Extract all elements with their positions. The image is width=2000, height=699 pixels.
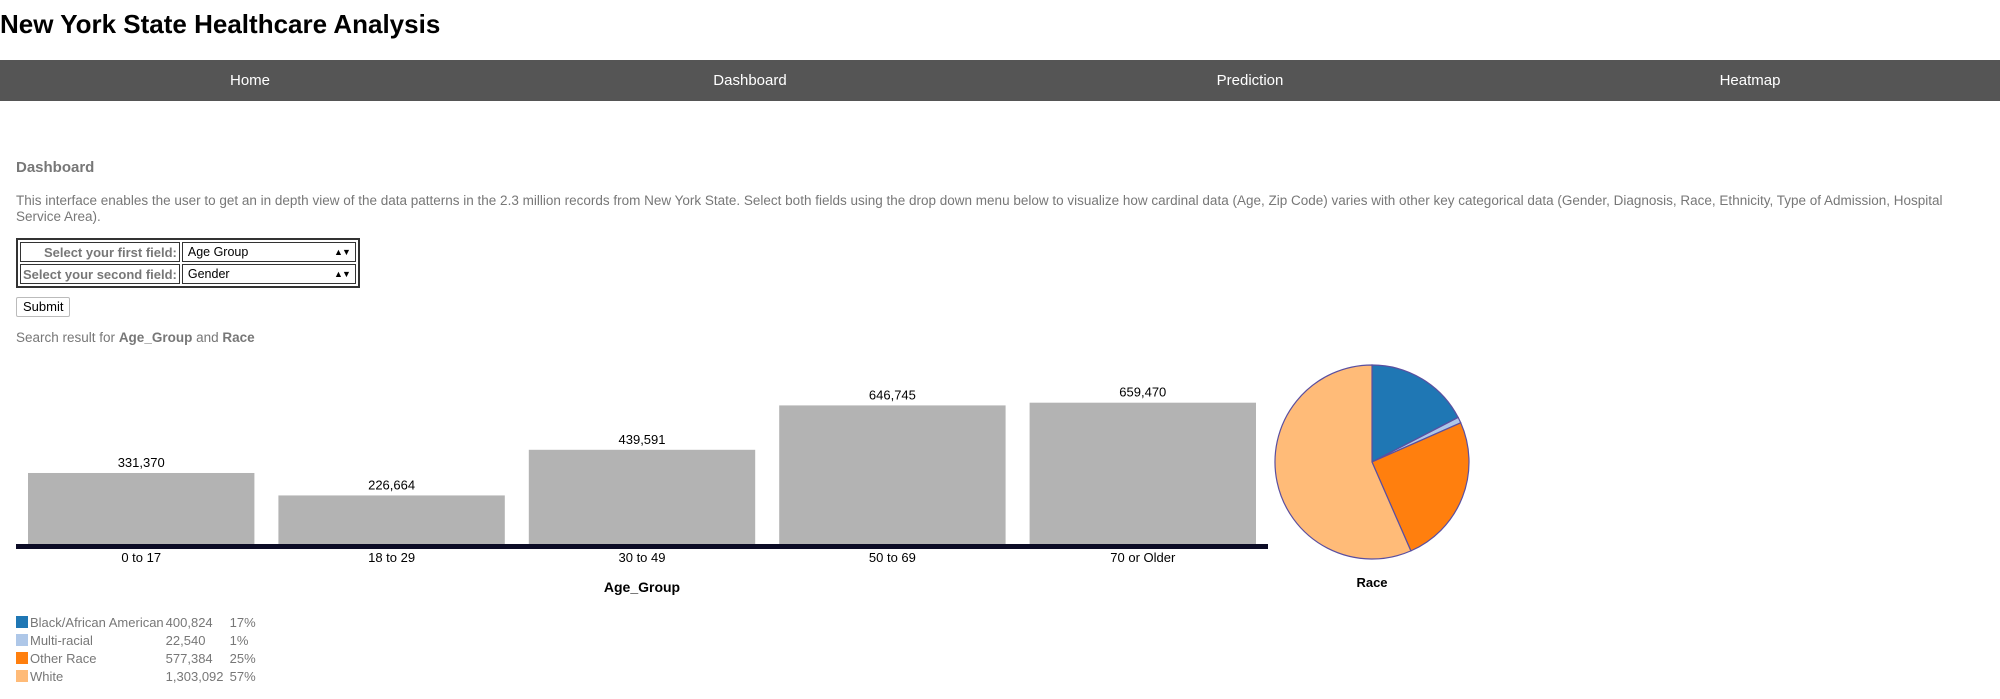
bar-value-label: 331,370 — [118, 455, 165, 470]
bar-value-label: 659,470 — [1119, 385, 1166, 400]
legend-swatch — [16, 669, 28, 682]
legend-label-cell: Other Race — [16, 649, 166, 667]
legend-label: Other Race — [30, 650, 97, 666]
legend-swatch — [16, 615, 28, 628]
search-result-and: and — [196, 330, 219, 345]
pie-slice-0 — [1371, 364, 1459, 463]
race-legend: Black/African American 400,824 17% Multi-ra… — [16, 613, 258, 685]
legend-percent: 17% — [229, 614, 256, 630]
select-updown-icon: ▲▼ — [334, 269, 351, 279]
age-group-bar-chart: 331,370 0 to 17 226,664 18 to 29 439,591 30 t… — [16, 385, 1268, 595]
legend-label-cell: Multi-racial — [16, 631, 166, 649]
legend-label-cell: Black/African American — [16, 613, 166, 631]
pie-title: Race — [1356, 575, 1387, 590]
bar-0 — [28, 472, 255, 544]
legend-value: 1,303,092 — [165, 668, 224, 684]
page-title: New York State Healthcare Analysis — [0, 9, 441, 39]
bar-1 — [278, 495, 505, 544]
legend-row: Other Race 577,384 25% — [16, 649, 258, 667]
pie-slice-3 — [1274, 364, 1412, 560]
second-field-label: Select your second field: — [20, 264, 180, 284]
x-tick-label: 18 to 29 — [368, 550, 415, 565]
first-field-value: Age Group — [187, 245, 249, 259]
legend-value: 577,384 — [165, 650, 213, 666]
search-result-field2: Race — [222, 330, 255, 345]
field-selector-table: Select your first field: Age Group ▲▼ Se… — [16, 238, 360, 288]
second-field-select[interactable]: Gender ▲▼ — [185, 267, 353, 281]
race-pie-chart: Race — [1274, 364, 1470, 590]
dashboard-description: This interface enables the user to get a… — [16, 193, 1943, 224]
x-tick-label: 70 or Older — [1110, 550, 1176, 565]
legend-value: 22,540 — [165, 632, 206, 648]
legend-label: Black/African American — [30, 614, 164, 630]
x-tick-label: 30 to 49 — [619, 550, 666, 565]
first-field-label: Select your first field: — [20, 242, 180, 262]
x-axis-line — [16, 544, 1268, 549]
second-field-value: Gender — [187, 267, 230, 281]
search-result-prefix: Search result for — [16, 330, 116, 345]
legend-label: White — [30, 668, 64, 684]
nav-home[interactable]: Home — [229, 72, 270, 89]
bar-4 — [1029, 402, 1256, 544]
legend-row: Multi-racial 22,540 1% — [16, 631, 258, 649]
bar-2 — [528, 449, 756, 544]
bar-value-label: 226,664 — [368, 477, 415, 492]
legend-percent: 57% — [229, 668, 256, 684]
bar-value-label: 646,745 — [869, 387, 916, 402]
x-tick-label: 50 to 69 — [869, 550, 916, 565]
bar-3 — [779, 405, 1006, 544]
legend-label-cell: White — [16, 667, 166, 685]
second-field-cell: Gender ▲▼ — [181, 264, 356, 284]
x-tick-label: 0 to 17 — [121, 550, 161, 565]
legend-swatch — [16, 651, 28, 664]
select-updown-icon: ▲▼ — [334, 247, 351, 257]
legend-percent: 1% — [229, 632, 249, 648]
legend-value: 400,824 — [165, 614, 213, 630]
first-field-cell: Age Group ▲▼ — [181, 242, 356, 262]
dashboard-heading: Dashboard — [16, 159, 95, 176]
legend-row: White 1,303,092 57% — [16, 667, 258, 685]
bar-value-label: 439,591 — [619, 432, 666, 447]
main-navbar: Home Dashboard Prediction Heatmap — [0, 60, 2000, 101]
nav-prediction[interactable]: Prediction — [1216, 72, 1284, 89]
nav-dashboard[interactable]: Dashboard — [713, 72, 787, 89]
first-field-select[interactable]: Age Group ▲▼ — [185, 245, 353, 259]
search-result-field1: Age_Group — [118, 330, 193, 345]
search-result-text: Search result for Age_Group and Race — [16, 330, 255, 345]
legend-row: Black/African American 400,824 17% — [16, 613, 258, 631]
submit-button[interactable]: Submit — [16, 297, 71, 317]
nav-heatmap[interactable]: Heatmap — [1719, 72, 1781, 89]
legend-label: Multi-racial — [30, 632, 93, 648]
legend-swatch — [16, 633, 28, 646]
x-axis-label: Age_Group — [604, 579, 680, 595]
pie-slice-2 — [1371, 421, 1470, 552]
legend-percent: 25% — [229, 650, 256, 666]
